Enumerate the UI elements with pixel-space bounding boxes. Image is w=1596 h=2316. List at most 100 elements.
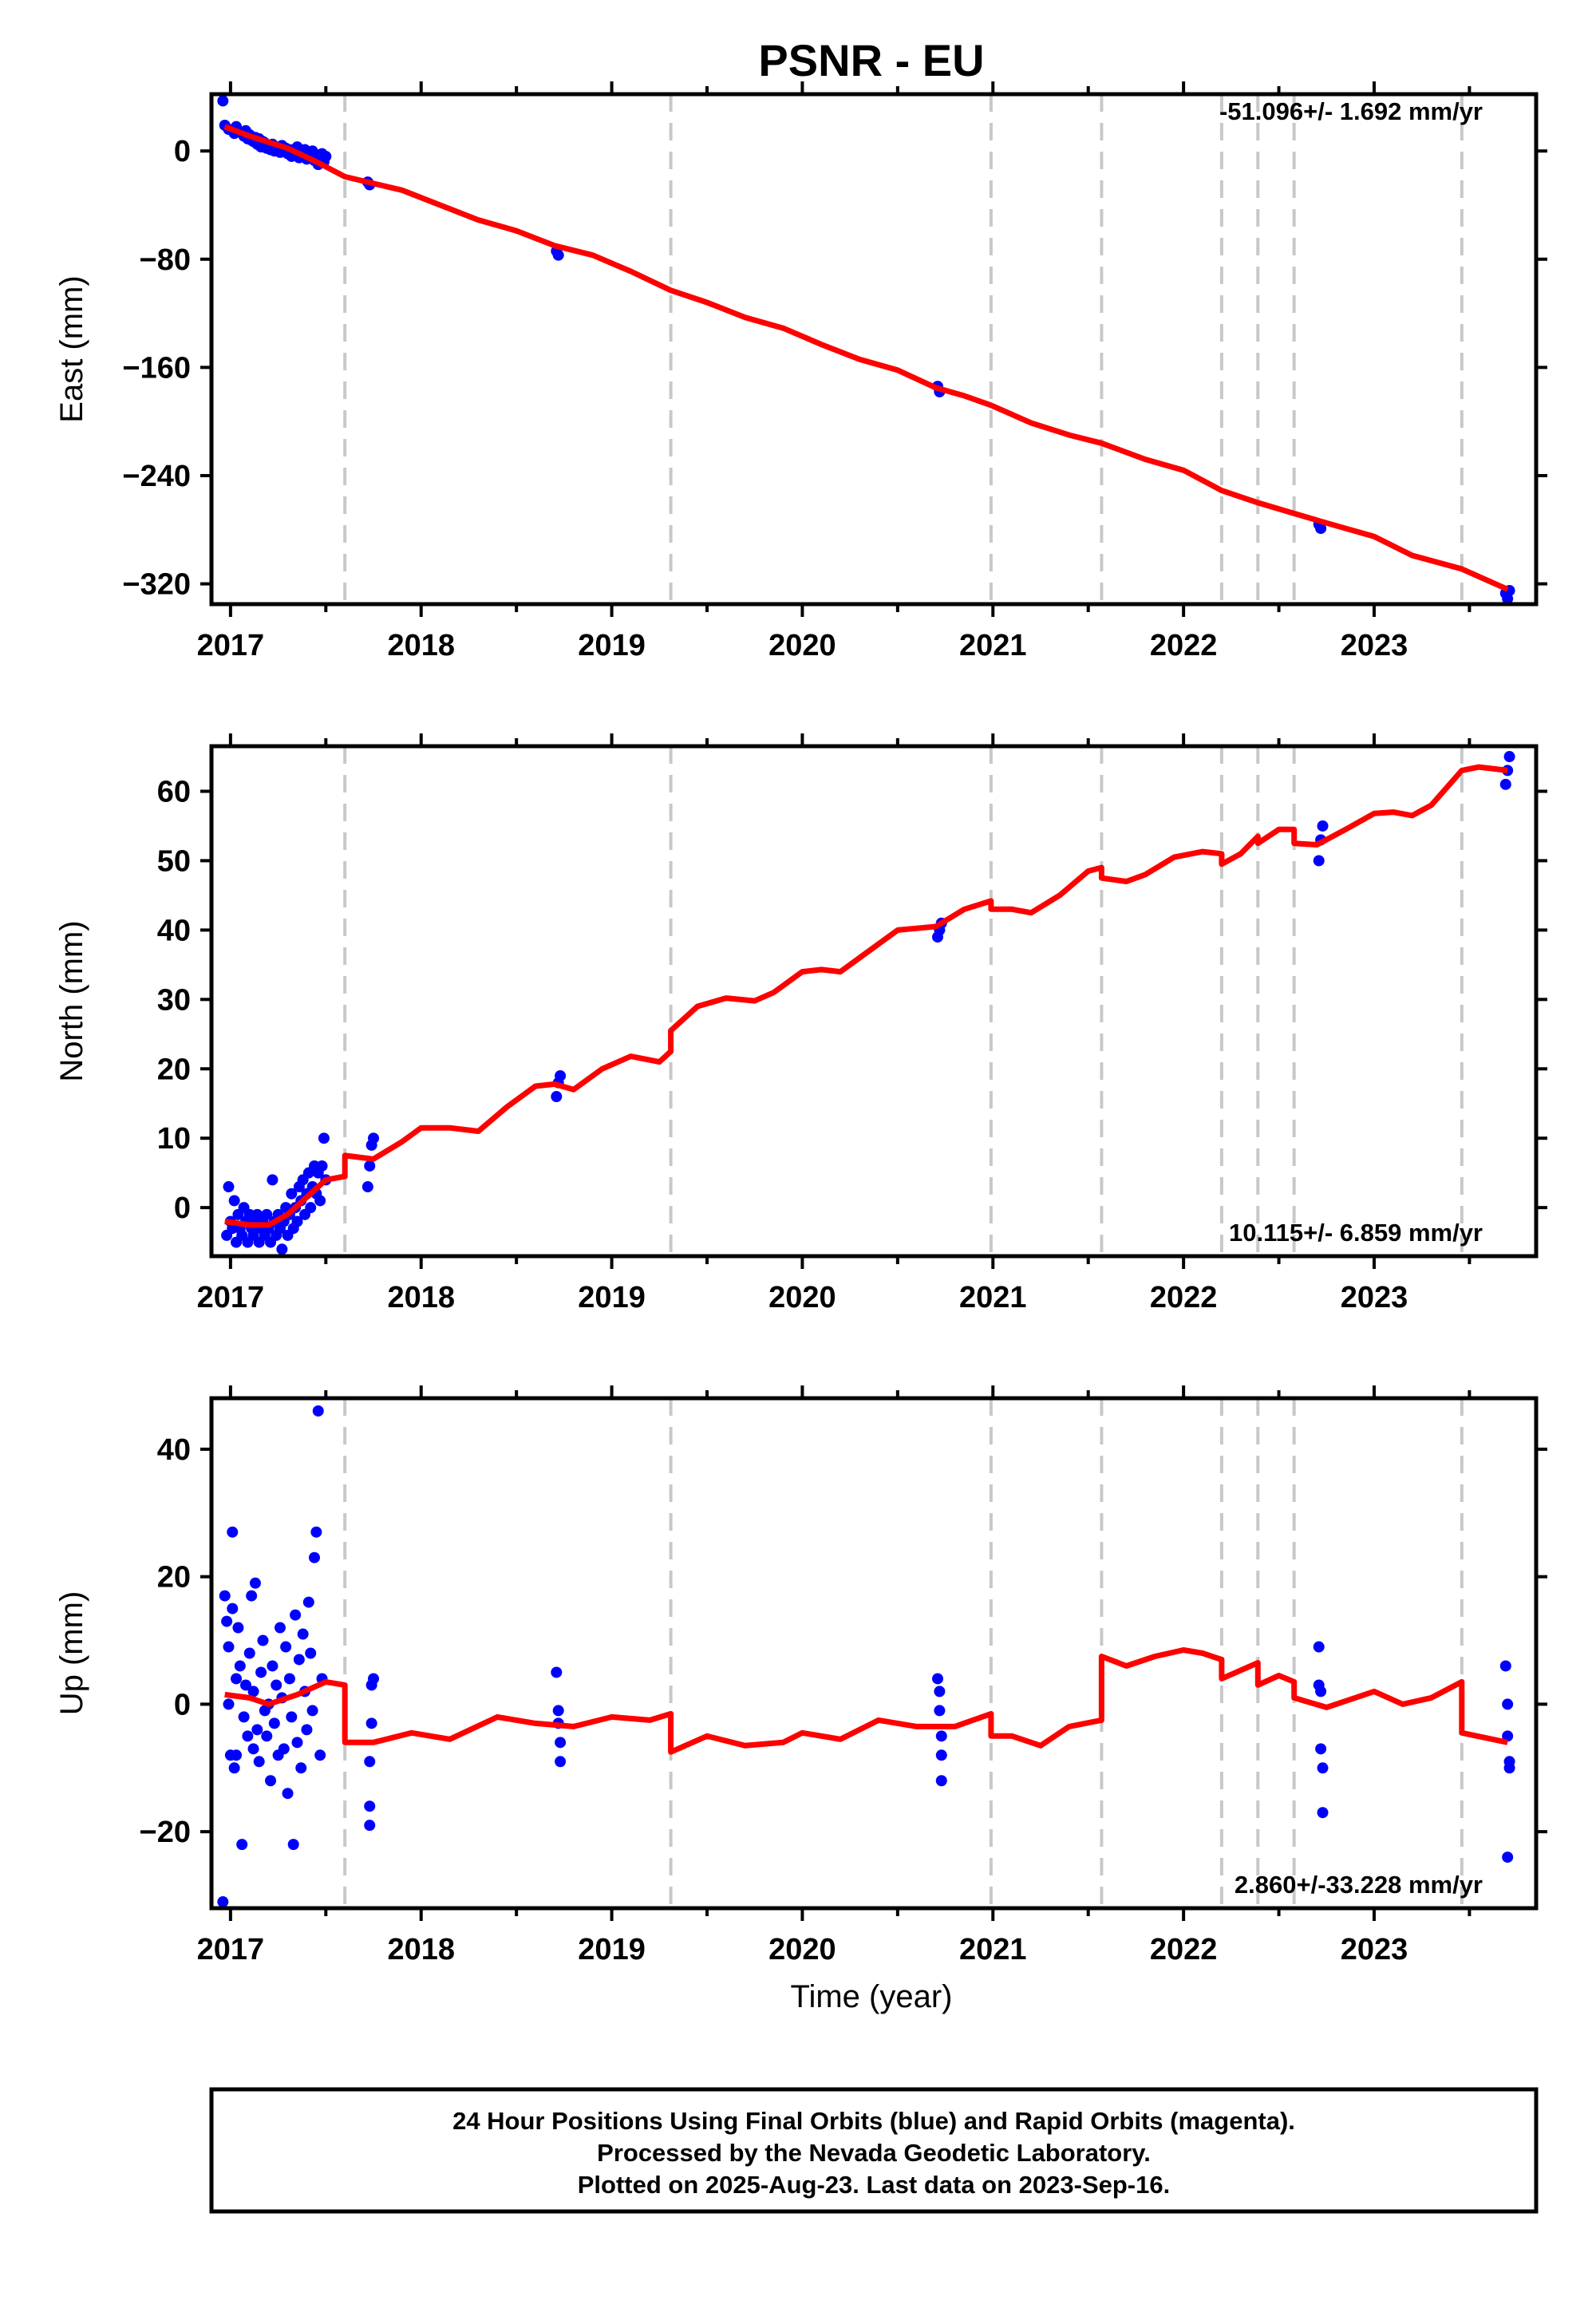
east-data-point: [320, 150, 332, 162]
north-y-axis-label: North (mm): [54, 920, 89, 1081]
up-data-point: [232, 1622, 244, 1634]
north-data-point: [555, 1069, 567, 1081]
up-xtick-label: 2019: [578, 1933, 646, 1966]
east-xtick-label: 2017: [197, 629, 265, 662]
up-data-point: [282, 1788, 294, 1800]
north-rate-annotation: 10.115+/- 6.859 mm/yr: [1229, 1219, 1483, 1247]
up-data-point: [1315, 1686, 1327, 1697]
up-data-point: [271, 1679, 282, 1691]
up-data-point: [555, 1756, 567, 1768]
up-data-point: [551, 1666, 563, 1678]
up-data-point: [1313, 1641, 1325, 1653]
up-data-point: [306, 1705, 318, 1717]
east-xtick-label: 2023: [1341, 629, 1408, 662]
up-data-point: [291, 1737, 303, 1749]
up-model-line: [224, 1647, 1508, 1755]
east-ytick-label: −320: [122, 568, 191, 602]
footer-line-1: 24 Hour Positions Using Final Orbits (bl…: [452, 2107, 1295, 2135]
up-rate-annotation: 2.860+/-33.228 mm/yr: [1235, 1871, 1483, 1899]
north-data-point: [1317, 820, 1329, 832]
up-data-point: [305, 1647, 317, 1659]
up-data-point: [265, 1775, 277, 1787]
up-data-point: [1315, 1743, 1327, 1755]
up-xtick-label: 2017: [197, 1933, 265, 1966]
up-xtick-label: 2023: [1341, 1933, 1408, 1966]
east-y-axis-label: East (mm): [54, 275, 89, 422]
up-data-point: [555, 1737, 567, 1749]
north-data-point: [261, 1208, 273, 1220]
north-ytick-label: 40: [157, 914, 191, 947]
x-axis-label: Time (year): [791, 1979, 953, 2014]
up-ytick-label: 0: [174, 1688, 191, 1721]
north-plot-frame: [209, 744, 1539, 1259]
north-panel: 60 50 40 30 20 10 0 2017 2018 2019 2020 2021 2022 202…: [54, 733, 1547, 1314]
up-data-point: [231, 1749, 243, 1761]
north-data-point: [314, 1195, 326, 1207]
north-ytick-label: 10: [157, 1122, 191, 1156]
north-xtick-label: 2017: [197, 1281, 265, 1314]
up-data-point: [286, 1711, 298, 1723]
up-data-point: [249, 1577, 261, 1589]
east-xtick-label: 2018: [387, 629, 455, 662]
up-data-point: [255, 1666, 267, 1678]
up-data-point: [217, 1896, 229, 1908]
up-data-point: [302, 1596, 314, 1608]
east-data-point: [217, 95, 229, 107]
north-xtick-label: 2019: [578, 1281, 646, 1314]
north-data-point: [223, 1181, 235, 1193]
footer-line-3: Plotted on 2025-Aug-23. Last data on 202…: [578, 2171, 1170, 2199]
east-plot-frame: [209, 92, 1539, 607]
north-data-point: [361, 1181, 373, 1193]
up-data-point: [287, 1839, 299, 1851]
up-data-point: [1503, 1762, 1515, 1774]
up-data-point: [261, 1730, 273, 1742]
north-data-point: [368, 1132, 380, 1144]
up-data-point: [243, 1647, 255, 1659]
east-model-line: [223, 124, 1509, 592]
up-data-point: [283, 1673, 295, 1685]
north-data-point: [1499, 778, 1511, 790]
up-data-point: [227, 1603, 239, 1614]
north-data-point: [364, 1160, 376, 1172]
up-data-point: [251, 1724, 263, 1736]
footer-box: 24 Hour Positions Using Final Orbits (bl…: [209, 2087, 1539, 2214]
east-xtick-label: 2020: [768, 629, 836, 662]
up-data-point: [364, 1756, 376, 1768]
up-data-point: [1502, 1730, 1514, 1742]
up-data-point: [290, 1609, 302, 1621]
up-data-point: [228, 1762, 240, 1774]
up-data-point: [253, 1756, 265, 1768]
east-ytick-label: −80: [140, 243, 191, 277]
up-data-point: [280, 1641, 292, 1653]
north-data-point: [286, 1188, 298, 1199]
north-model-line: [224, 764, 1508, 1228]
north-xtick-label: 2022: [1150, 1281, 1218, 1314]
up-data-point: [295, 1762, 307, 1774]
up-data-point: [368, 1673, 380, 1685]
north-ytick-label: 30: [157, 983, 191, 1017]
north-data-point: [305, 1202, 317, 1214]
up-data-point: [238, 1711, 250, 1723]
north-data-point: [267, 1174, 279, 1186]
north-data-point: [1313, 855, 1325, 867]
north-data-point: [318, 1132, 330, 1144]
north-ytick-label: 60: [157, 776, 191, 809]
north-xtick-label: 2021: [959, 1281, 1027, 1314]
up-data-point: [1317, 1807, 1329, 1819]
up-plot-frame: [209, 1396, 1539, 1911]
east-ytick-label: 0: [174, 135, 191, 168]
up-data-point: [267, 1660, 279, 1672]
up-data-point: [364, 1820, 376, 1832]
north-data-point: [291, 1215, 303, 1227]
up-data-point: [223, 1641, 235, 1653]
up-ytick-label: −20: [140, 1816, 191, 1849]
north-ytick-label: 50: [157, 844, 191, 878]
north-xtick-label: 2020: [768, 1281, 836, 1314]
east-ytick-label: −240: [122, 460, 191, 493]
north-data-point: [1503, 751, 1515, 763]
east-rate-annotation: -51.096+/- 1.692 mm/yr: [1219, 97, 1483, 125]
up-data-point: [231, 1673, 243, 1685]
up-panel: 40 20 0 −20 2017 2018 2019 2020 2021 2022 2023 Up (…: [54, 1385, 1547, 1966]
north-data-point: [316, 1160, 328, 1172]
